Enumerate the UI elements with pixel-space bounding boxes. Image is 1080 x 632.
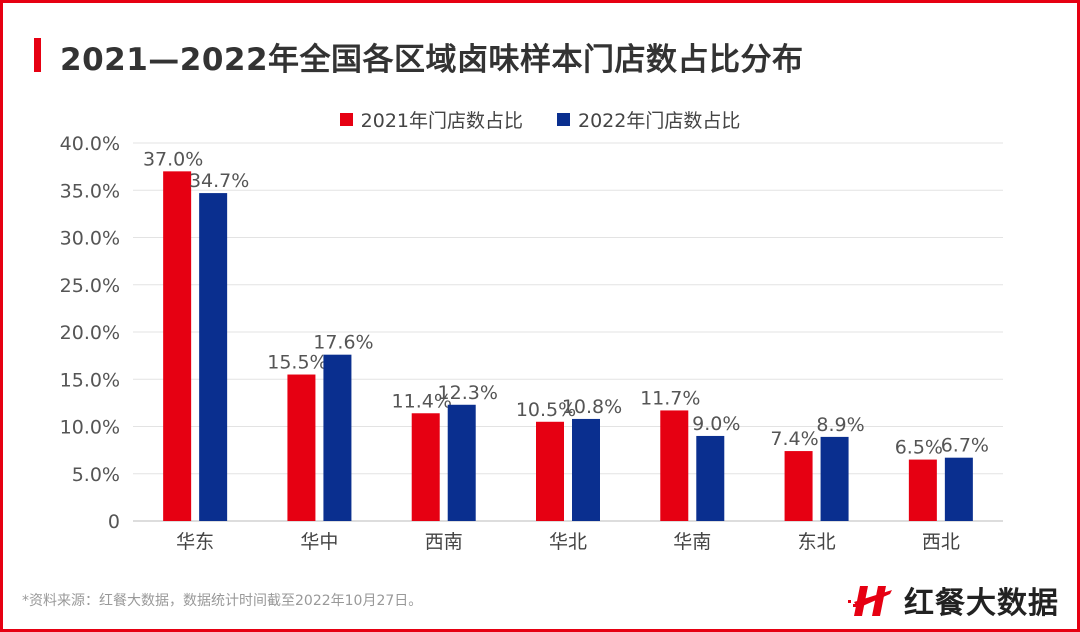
y-tick-label: 20.0% [60,322,120,344]
bar-2021 [784,451,813,521]
y-tick-label: 15.0% [60,369,120,391]
y-tick-label: 0 [108,511,120,533]
bar-2021 [163,171,192,521]
legend-swatch-2021 [339,113,353,126]
x-tick-label: 华东 [176,531,214,553]
y-tick-label: 25.0% [60,275,120,297]
bar-2021 [287,374,316,521]
x-tick-label: 华南 [673,531,711,553]
source-note: *资料来源：红餐大数据，数据统计时间截至2022年10月27日。 [22,593,423,609]
x-tick-label: 华北 [549,531,587,553]
title-accent-bar [34,38,41,72]
legend-swatch-2022 [557,113,570,126]
data-label: 34.7% [189,170,249,192]
y-tick-label: 30.0% [60,228,120,250]
logo-h-icon [848,582,896,616]
bar-2021 [660,410,689,521]
x-tick-label: 西北 [922,531,960,553]
data-label: 7.4% [770,428,818,450]
legend-label: 2022年门店数占比 [578,110,741,132]
data-label: 15.5% [267,352,327,374]
data-label: 17.6% [313,332,373,354]
data-label: 12.3% [438,382,498,404]
y-tick-label: 5.0% [72,464,120,486]
x-tick-label: 华中 [300,531,338,553]
bar-2022 [572,418,600,521]
x-tick-label: 西南 [425,531,463,553]
bar-2022 [820,436,849,521]
bar-2021 [908,459,937,521]
data-label: 37.0% [143,148,203,170]
bar-2021 [411,413,440,521]
legend-item-2022: 2022年门店数占比 [557,106,740,133]
data-label: 10.8% [562,396,622,418]
legend-item-2021: 2021年门店数占比 [339,106,523,133]
bar-2022 [323,354,352,521]
data-label: 10.5% [516,399,576,421]
legend: 2021年门店数占比 2022年门店数占比 [0,106,1080,133]
logo-text: 红餐大数据 [904,586,1059,621]
bar-2022 [199,193,228,521]
legend-label: 2021年门店数占比 [360,110,523,132]
data-label: 6.5% [895,437,943,459]
data-label: 8.9% [816,414,864,436]
chart-title: 2021—2022年全国各区域卤味样本门店数占比分布 [60,42,804,78]
bar-2022 [696,435,725,521]
data-label: 9.0% [692,413,740,435]
y-tick-label: 10.0% [60,417,120,439]
y-tick-label: 35.0% [60,180,120,202]
bar-2022 [944,457,973,521]
bar-2021 [536,421,564,521]
data-label: 11.4% [392,390,452,412]
data-label: 6.7% [941,435,989,457]
y-tick-label: 40.0% [60,133,120,155]
logo: 红餐大数据 [848,578,1059,622]
data-label: 11.7% [640,387,700,409]
bar-2022 [447,404,476,521]
x-tick-label: 东北 [798,531,836,553]
